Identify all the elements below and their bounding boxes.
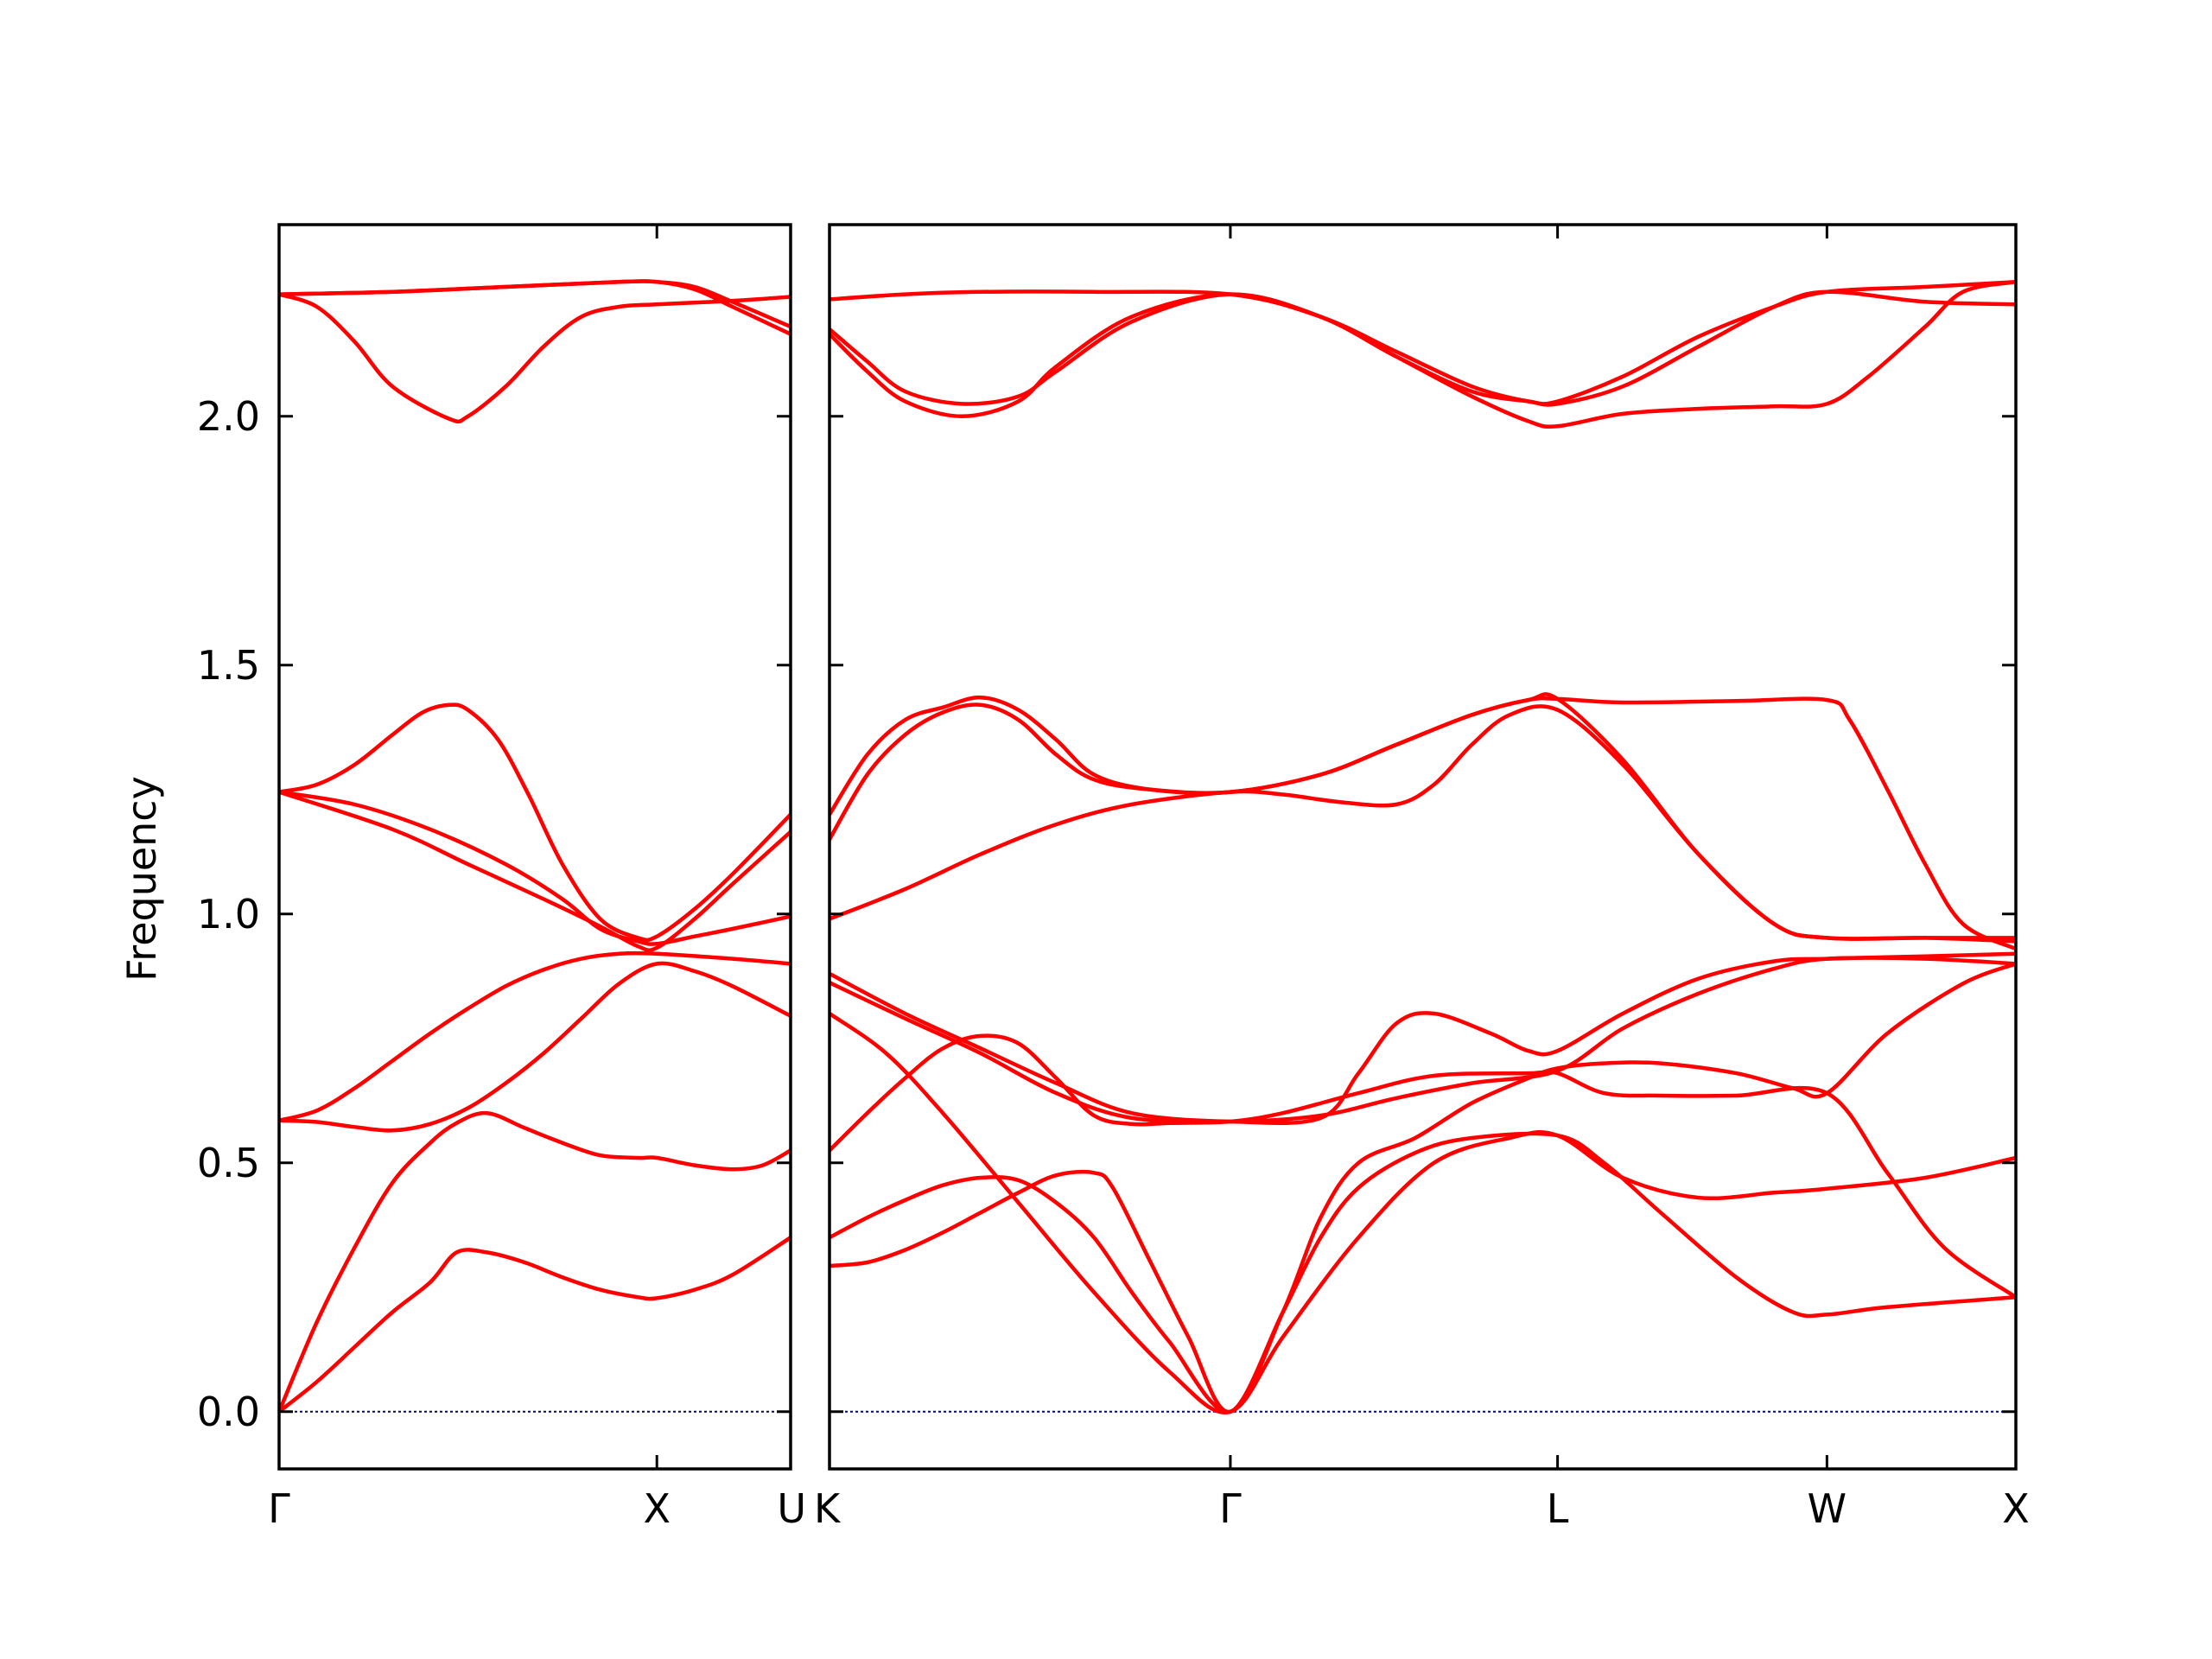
band-line-5 bbox=[828, 951, 2017, 1125]
y-tick-label: 1.0 bbox=[197, 891, 260, 938]
x-tick-label: K bbox=[814, 1485, 842, 1532]
y-tick-label: 2.0 bbox=[197, 393, 260, 440]
band-line-4 bbox=[829, 956, 2017, 1124]
x-tick-label: X bbox=[643, 1485, 671, 1532]
panel-left: Γ X U 0.0 0.5 1.0 1.5 2.0 bbox=[197, 223, 806, 1532]
band-line-6 bbox=[829, 704, 2016, 941]
band-line-3 bbox=[828, 1012, 2017, 1414]
x-tick-label: U bbox=[777, 1485, 806, 1532]
band-line-2 bbox=[278, 961, 792, 1133]
panel-frame bbox=[828, 223, 2018, 1471]
y-axis-label: Frequency bbox=[118, 776, 165, 982]
band-line-1 bbox=[276, 1110, 792, 1413]
y-tick-label: 0.5 bbox=[197, 1140, 260, 1186]
y-tick-label: 1.5 bbox=[197, 642, 260, 689]
x-tick-label: Γ bbox=[1219, 1485, 1242, 1532]
band-line-8 bbox=[278, 279, 791, 329]
band-line-11 bbox=[829, 279, 2017, 406]
panel-frame bbox=[277, 223, 792, 1471]
band-line-7 bbox=[278, 292, 791, 424]
band-line-2 bbox=[828, 1033, 2018, 1300]
x-tick-label: L bbox=[1547, 1485, 1569, 1532]
x-tick-label: X bbox=[2002, 1485, 2030, 1532]
x-tick-label: Γ bbox=[268, 1485, 290, 1532]
band-line-6 bbox=[278, 790, 792, 953]
band-line-9 bbox=[278, 279, 791, 336]
y-tick-label: 0.0 bbox=[197, 1389, 260, 1435]
band-line-3 bbox=[278, 950, 791, 1122]
x-tick-label: W bbox=[1808, 1485, 1847, 1532]
band-line-5 bbox=[278, 702, 792, 943]
band-line-8 bbox=[828, 695, 2017, 951]
band-line-10 bbox=[828, 279, 2017, 429]
band-line-7 bbox=[828, 692, 2017, 944]
band-line-0 bbox=[829, 1131, 2017, 1414]
band-line-0 bbox=[277, 1236, 792, 1414]
